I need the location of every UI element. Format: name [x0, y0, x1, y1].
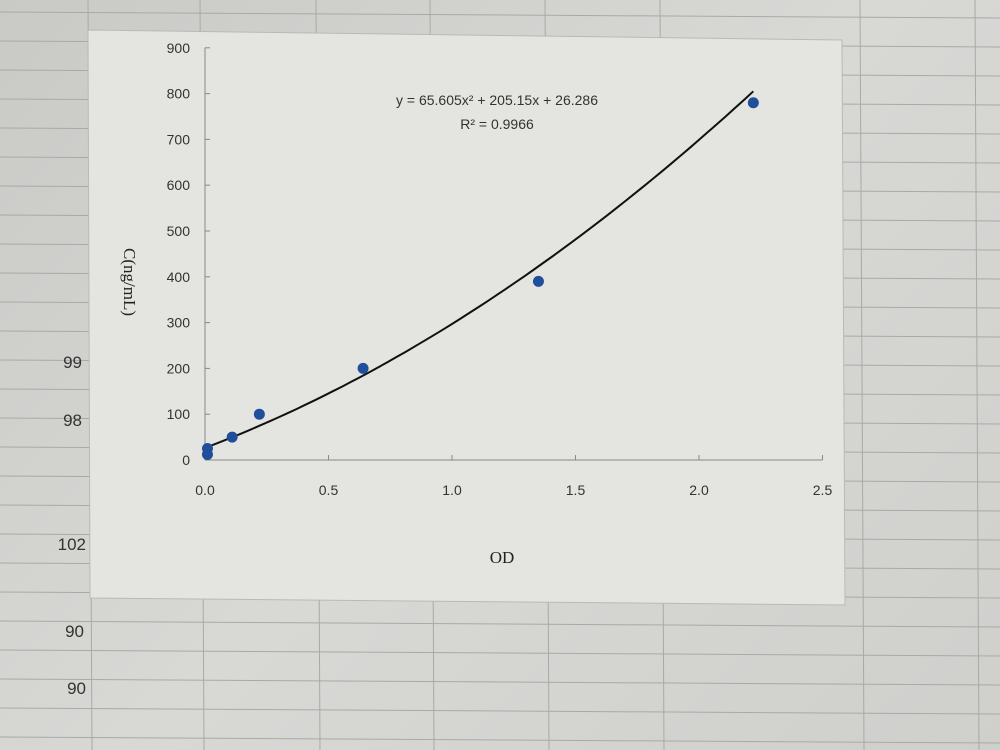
data-point[interactable] [201, 443, 213, 455]
y-tick-label: 200 [167, 360, 191, 376]
row-gridline [0, 707, 1000, 715]
row-gridline [0, 649, 1000, 657]
row-gridline [0, 620, 1000, 628]
data-point[interactable] [253, 408, 265, 420]
y-tick-label: 100 [167, 406, 191, 422]
x-tick-label: 0.5 [319, 482, 339, 498]
row-gridline [0, 11, 1000, 19]
y-tick-label: 600 [167, 177, 191, 193]
cell-value[interactable]: 98 [63, 411, 82, 430]
x-tick-label: 1.5 [566, 482, 586, 498]
chart-area[interactable] [87, 29, 846, 606]
x-tick-label: 1.0 [442, 482, 462, 498]
y-tick-label: 300 [167, 315, 191, 331]
trendline [204, 90, 754, 449]
y-tick-label: 700 [167, 131, 191, 147]
data-point[interactable] [226, 431, 238, 443]
cell-value[interactable]: 90 [67, 679, 86, 698]
cell-value[interactable]: 102 [57, 535, 86, 554]
x-tick-label: 2.5 [813, 482, 833, 498]
column-gridline [974, 0, 980, 750]
y-tick-label: 500 [167, 223, 191, 239]
trendline-equation: y = 65.605x² + 205.15x + 26.286 [396, 92, 598, 108]
data-point[interactable] [357, 362, 369, 374]
y-tick-label: 800 [167, 86, 191, 102]
row-gridline [0, 678, 1000, 686]
r-squared: R² = 0.9966 [460, 116, 534, 132]
x-tick-label: 2.0 [689, 482, 709, 498]
data-point[interactable] [532, 275, 544, 287]
column-gridline [859, 0, 865, 750]
row-gridline [0, 736, 1000, 744]
data-point[interactable] [747, 97, 759, 109]
y-tick-label: 400 [167, 269, 191, 285]
y-tick-label: 900 [167, 40, 191, 56]
x-axis-label: OD [490, 548, 515, 567]
cell-value[interactable]: 99 [63, 353, 82, 372]
x-tick-label: 0.0 [195, 482, 215, 498]
y-tick-label: 0 [182, 452, 190, 468]
cell-value[interactable]: 90 [65, 622, 84, 641]
y-axis-label: C(ng/mL) [120, 248, 139, 316]
